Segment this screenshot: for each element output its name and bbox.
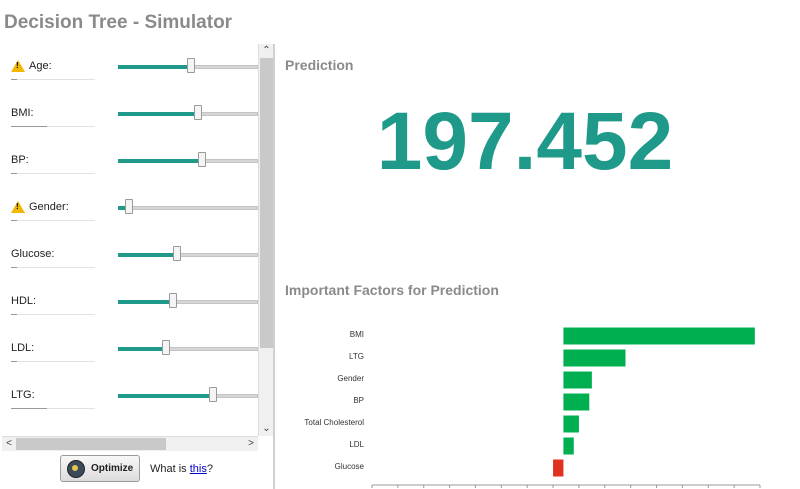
scroll-left-arrow-icon[interactable]: <	[6, 438, 12, 449]
variable-row: Age:	[0, 47, 258, 87]
variable-label: Gender:	[11, 201, 69, 213]
variable-underline	[11, 314, 95, 315]
factor-bar	[563, 371, 592, 389]
slider-fill	[118, 65, 191, 69]
slider-track[interactable]	[118, 206, 258, 210]
category-label: BMI	[350, 330, 364, 339]
slider-handle[interactable]	[125, 199, 134, 214]
variable-label: HDL:	[11, 295, 36, 307]
slider-handle[interactable]	[161, 340, 170, 355]
gauge-icon	[67, 459, 85, 478]
category-label: Gender	[337, 374, 364, 383]
factor-bar	[563, 349, 626, 367]
prediction-value: 197.452	[376, 96, 674, 187]
variable-underline	[11, 267, 95, 268]
variable-slider[interactable]	[118, 152, 258, 167]
factors-chart: BMI LTG Gender BP Total Cholesterol LDL Glucos…	[304, 327, 761, 488]
scroll-right-arrow-icon[interactable]: >	[248, 438, 254, 449]
variable-underline	[11, 361, 95, 362]
variable-label-text: HDL:	[11, 295, 37, 307]
scroll-up-arrow-icon[interactable]: ⌃	[262, 45, 271, 56]
horizontal-scrollbar[interactable]: < >	[2, 436, 258, 451]
what-is-this-link[interactable]: this	[189, 463, 207, 475]
slider-fill	[118, 347, 166, 351]
variable-slider[interactable]	[118, 105, 258, 120]
slider-fill	[118, 253, 177, 257]
factor-bar	[563, 327, 755, 345]
slider-handle[interactable]	[186, 58, 195, 73]
variable-underline	[11, 79, 95, 80]
slider-fill	[118, 206, 130, 210]
slider-handle[interactable]	[193, 105, 202, 120]
slider-fill	[118, 112, 198, 116]
scroll-down-arrow-icon[interactable]: ⌄	[262, 423, 271, 434]
factor-bar	[563, 437, 574, 455]
variable-label-text: LTG:	[11, 389, 35, 401]
variable-label: Glucose:	[11, 248, 54, 260]
variable-row: LTG:	[0, 376, 258, 416]
slider-fill	[118, 300, 173, 304]
category-label: Glucose	[335, 462, 365, 471]
variable-label-text: LDL:	[11, 342, 35, 354]
variable-slider[interactable]	[118, 387, 258, 402]
category-label: LTG	[349, 352, 364, 361]
variable-label-text: BMI:	[11, 107, 34, 119]
variable-slider[interactable]	[118, 199, 258, 214]
vertical-scrollbar[interactable]: ⌃ ⌄	[258, 44, 274, 436]
vertical-scroll-thumb[interactable]	[260, 58, 273, 348]
what-is-this-text: What is this?	[150, 463, 213, 475]
factor-bar	[563, 393, 590, 411]
slider-handle[interactable]	[198, 152, 206, 167]
variable-underline	[11, 220, 95, 221]
factors-heading: Important Factors for Prediction	[285, 282, 499, 298]
app-title: Decision Tree - Simulator	[4, 12, 233, 33]
what-is-suffix: ?	[206, 463, 213, 475]
variable-underline	[11, 173, 95, 174]
variable-slider[interactable]	[118, 246, 258, 261]
variable-label-text: BP:	[11, 154, 29, 166]
optimize-button[interactable]: Optimize	[60, 455, 140, 482]
what-is-prefix: What is	[150, 463, 190, 475]
variable-label: LDL:	[11, 342, 34, 354]
warning-icon	[11, 201, 25, 213]
variable-row: BP:	[0, 141, 258, 181]
variable-row: HDL:	[0, 282, 258, 322]
category-label: LDL	[349, 440, 364, 449]
slider-fill	[118, 159, 202, 163]
variable-label: Age:	[11, 60, 52, 72]
variable-row: LDL:	[0, 329, 258, 369]
slider-fill	[118, 394, 214, 398]
category-label: Total Cholesterol	[304, 418, 364, 427]
variable-row: Gender:	[0, 188, 258, 228]
optimize-label: Optimize	[91, 463, 134, 474]
variable-label-text: Gender:	[29, 201, 69, 213]
slider-handle[interactable]	[209, 387, 218, 402]
variable-label-text: Glucose:	[11, 248, 55, 260]
variables-panel: Age: BMI: BP: Gender: Glucose: HDL: LDL: LTG: ⌃…	[0, 44, 276, 489]
prediction-heading: Prediction	[285, 57, 354, 73]
variable-row: Glucose:	[0, 235, 258, 275]
variable-slider[interactable]	[118, 58, 258, 73]
variable-underline	[11, 126, 95, 127]
variable-slider[interactable]	[118, 340, 258, 355]
variable-slider[interactable]	[118, 293, 258, 308]
slider-handle[interactable]	[168, 293, 177, 308]
slider-handle[interactable]	[172, 246, 181, 261]
variable-label-text: Age:	[29, 60, 52, 72]
warning-icon	[11, 60, 25, 72]
variable-label: BMI:	[11, 107, 34, 119]
variable-label: BP:	[11, 154, 29, 166]
variable-label: LTG:	[11, 389, 35, 401]
variable-row: BMI:	[0, 94, 258, 134]
horizontal-scroll-thumb[interactable]	[16, 438, 166, 450]
factor-bar	[563, 415, 579, 433]
factor-bar	[553, 459, 564, 477]
panel-divider[interactable]	[273, 44, 275, 489]
variable-underline	[11, 408, 95, 409]
category-label: BP	[353, 396, 364, 405]
